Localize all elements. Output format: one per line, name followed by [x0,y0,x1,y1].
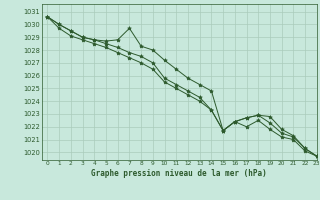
X-axis label: Graphe pression niveau de la mer (hPa): Graphe pression niveau de la mer (hPa) [91,169,267,178]
